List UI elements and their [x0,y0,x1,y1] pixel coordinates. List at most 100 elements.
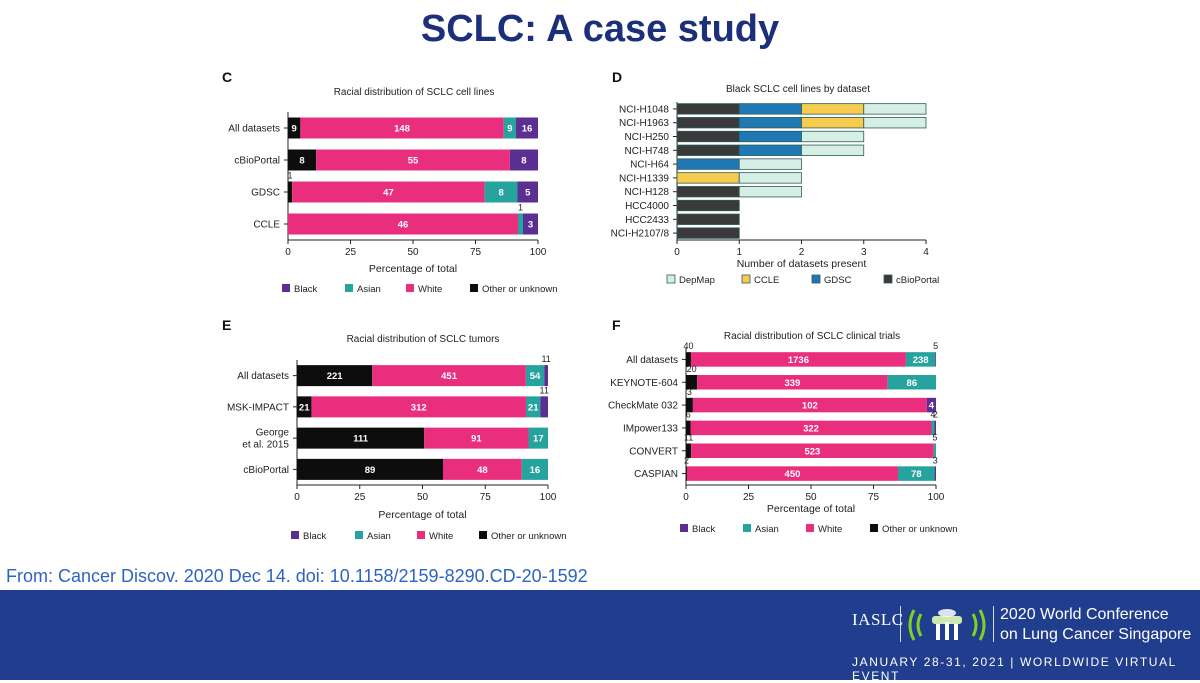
conference-name-line1: 2020 World Conference [1000,606,1169,623]
legend-label: Other or unknown [882,524,958,535]
bar-data-label: 2 [684,455,689,465]
panel-f-chart: F Racial distribution of SCLC clinical tr… [608,317,958,535]
category-label: All datasets [237,371,289,382]
legend-swatch [291,531,299,539]
legend-swatch [870,524,878,532]
legend-swatch [883,274,893,284]
bar-data-label: 8 [299,156,304,167]
bar-data-label: 21 [299,402,310,413]
panel-letter: F [612,317,621,333]
bar-data-label: 8 [498,188,503,199]
bar-data-label: 2 [933,410,938,420]
bar-segment [801,144,865,156]
x-tick-label: 25 [743,492,755,503]
bar-data-label: 3 [687,387,692,397]
bar-segment [933,443,936,458]
bar-data-label: 16 [522,124,533,135]
category-label: NCI-H748 [625,146,670,157]
bar-data-label: 8 [521,156,526,167]
bar-segment [503,117,517,139]
legend-swatch [680,524,688,532]
legend-swatch [811,274,821,284]
bar-data-label: 21 [528,402,539,413]
bar-data-label: 91 [471,434,482,445]
bar-segment [424,427,529,449]
bar-segment [935,352,936,367]
x-tick-label: 50 [407,247,419,258]
legend-swatch [806,524,814,532]
category-label: All datasets [626,355,678,366]
bar-segment [686,397,693,413]
category-label: NCI-H1963 [619,118,669,129]
logo-divider [900,606,901,642]
bar-segment [523,213,538,235]
legend-swatch [743,524,751,532]
bar-segment [697,375,888,390]
legend-label: cBioPortal [896,275,939,286]
bar-data-label: 89 [365,465,376,476]
bar-segment [525,396,541,418]
panel-letter: D [612,69,622,85]
legend-swatch [417,531,425,539]
bar-segment [544,365,548,387]
bar-segment [292,181,485,203]
bar-segment [517,181,538,203]
legend-swatch [282,284,290,292]
bar-data-label: 450 [785,469,801,480]
category-label: CASPIAN [634,469,678,480]
legend-swatch [666,274,676,284]
category-label: NCI-H1339 [619,173,669,184]
bar-segment [738,158,802,170]
bar-segment [676,227,740,239]
bar-segment [738,103,802,115]
bar-segment [887,375,936,390]
panel-c-chart: C Racial distribution of SCLC cell lines 0… [222,69,558,295]
legend-label: CCLE [754,275,779,286]
bar-data-label: 11 [541,354,550,364]
bar-segment [686,443,692,458]
x-tick-label: 25 [354,492,366,503]
bar-segment [288,181,293,203]
x-tick-label: 50 [417,492,429,503]
category-label: et al. 2015 [242,440,289,451]
bar-segment [297,396,312,418]
bar-segment [509,149,538,171]
bar-data-label: 4 [929,401,935,412]
bar-data-label: 11 [540,385,549,395]
bar-segment [738,144,802,156]
x-tick-label: 2 [799,247,805,258]
bar-segment [934,420,936,436]
category-label: NCI-H64 [630,160,669,171]
iaslc-logo: IASLC [852,610,904,629]
bar-segment [540,396,548,418]
x-tick-label: 100 [530,247,547,258]
category-label: NCI-H128 [625,187,670,198]
charts-canvas: C Racial distribution of SCLC cell lines 0… [222,69,958,542]
legend-label: Other or unknown [482,284,558,295]
bar-data-label: 54 [530,371,541,382]
legend-label: White [818,524,842,535]
panel-letter: C [222,69,232,85]
bar-segment [738,172,802,184]
bar-data-label: 111 [353,434,369,445]
bar-data-label: 1736 [788,355,809,366]
bar-segment [297,427,425,449]
x-axis-label: Percentage of total [369,263,457,275]
bar-segment [311,396,526,418]
panel-d-chart: D Black SCLC cell lines by dataset 0 1 2 3 4 Nu… [611,69,940,286]
x-tick-label: 0 [285,247,291,258]
category-label: NCI-H2107/8 [611,229,670,240]
panel-title: Racial distribution of SCLC tumors [347,334,500,345]
bar-segment [300,117,504,139]
x-tick-label: 50 [805,492,817,503]
category-label: cBioPortal [243,465,289,476]
bar-segment [931,420,935,436]
bar-data-label: 46 [398,220,409,231]
legend-label: Other or unknown [491,531,567,542]
bar-segment [801,103,865,115]
bar-segment [518,213,523,235]
bar-segment [484,181,518,203]
x-tick-label: 25 [345,247,357,258]
category-label: NCI-H1048 [619,104,669,115]
x-tick-label: 0 [674,247,680,258]
